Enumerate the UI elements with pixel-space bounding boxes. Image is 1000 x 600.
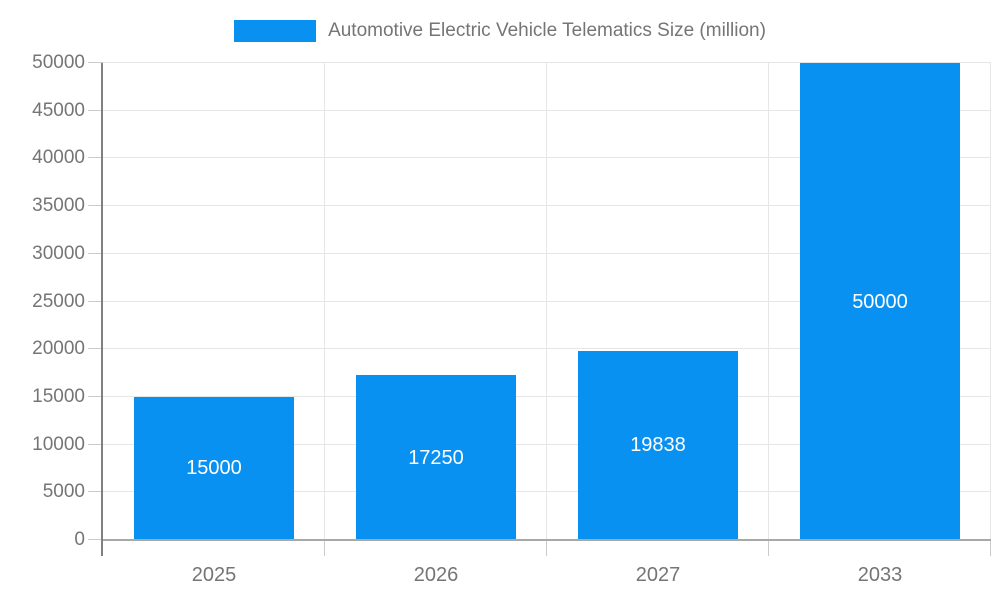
bar-2033 (800, 63, 960, 540)
y-tick (88, 300, 103, 302)
y-tick (88, 539, 103, 540)
x-tick-label: 2033 (857, 564, 903, 586)
legend-label: Automotive Electric Vehicle Telematics S… (328, 20, 766, 41)
bar-value-label: 50000 (852, 290, 908, 313)
gridline-h (103, 395, 991, 397)
y-tick (88, 491, 103, 493)
gridline-h (103, 300, 991, 302)
gridline-h (103, 205, 991, 207)
gridline-h (103, 252, 991, 254)
gridline-h (103, 491, 991, 493)
x-tick-label: 2027 (635, 564, 681, 586)
chart-legend[interactable]: Automotive Electric Vehicle Telematics S… (0, 20, 1000, 42)
x-tick (768, 540, 769, 556)
bar-2025 (134, 396, 294, 540)
gridline-h (103, 109, 991, 111)
y-tick (88, 205, 103, 207)
gridline-h (103, 348, 991, 350)
x-tick-label: 2025 (191, 564, 237, 586)
y-tick (88, 252, 103, 254)
gridline-h (103, 62, 991, 63)
y-tick (88, 395, 103, 397)
y-tick-label: 40000 (32, 147, 85, 169)
bar-2027 (578, 350, 738, 540)
y-tick-label: 35000 (32, 195, 85, 217)
x-axis-line (101, 539, 991, 541)
y-tick-label: 30000 (32, 242, 85, 264)
legend-swatch (234, 20, 317, 42)
x-tick (546, 540, 547, 556)
y-tick (88, 443, 103, 445)
y-tick (88, 109, 103, 111)
y-tick-label: 45000 (32, 99, 85, 121)
y-tick-label: 15000 (32, 385, 85, 407)
bar-value-label: 15000 (186, 457, 242, 480)
y-tick-label: 50000 (32, 52, 85, 73)
bar-value-label: 19838 (630, 434, 686, 457)
gridline-v (768, 63, 769, 540)
y-tick-label: 0 (74, 529, 85, 550)
y-tick (88, 157, 103, 159)
y-axis-line (101, 63, 103, 556)
y-tick (88, 62, 103, 63)
y-tick (88, 348, 103, 350)
x-tick (990, 540, 991, 556)
x-tick-label: 2026 (413, 564, 459, 586)
gridline-v (990, 63, 991, 540)
y-tick-label: 10000 (32, 433, 85, 455)
bar-value-label: 17250 (408, 446, 464, 469)
plot-area: 0 5000 10000 15000 20000 25000 30000 35000 40000… (32, 52, 991, 586)
gridline-h (103, 157, 991, 159)
bar-2026 (356, 375, 516, 540)
gridline-v (546, 63, 547, 540)
y-tick-label: 25000 (32, 290, 85, 312)
y-tick-label: 5000 (42, 481, 85, 503)
gridline-v (324, 63, 325, 540)
x-tick (324, 540, 325, 556)
y-tick-label: 20000 (32, 338, 85, 360)
gridline-h (103, 443, 991, 445)
